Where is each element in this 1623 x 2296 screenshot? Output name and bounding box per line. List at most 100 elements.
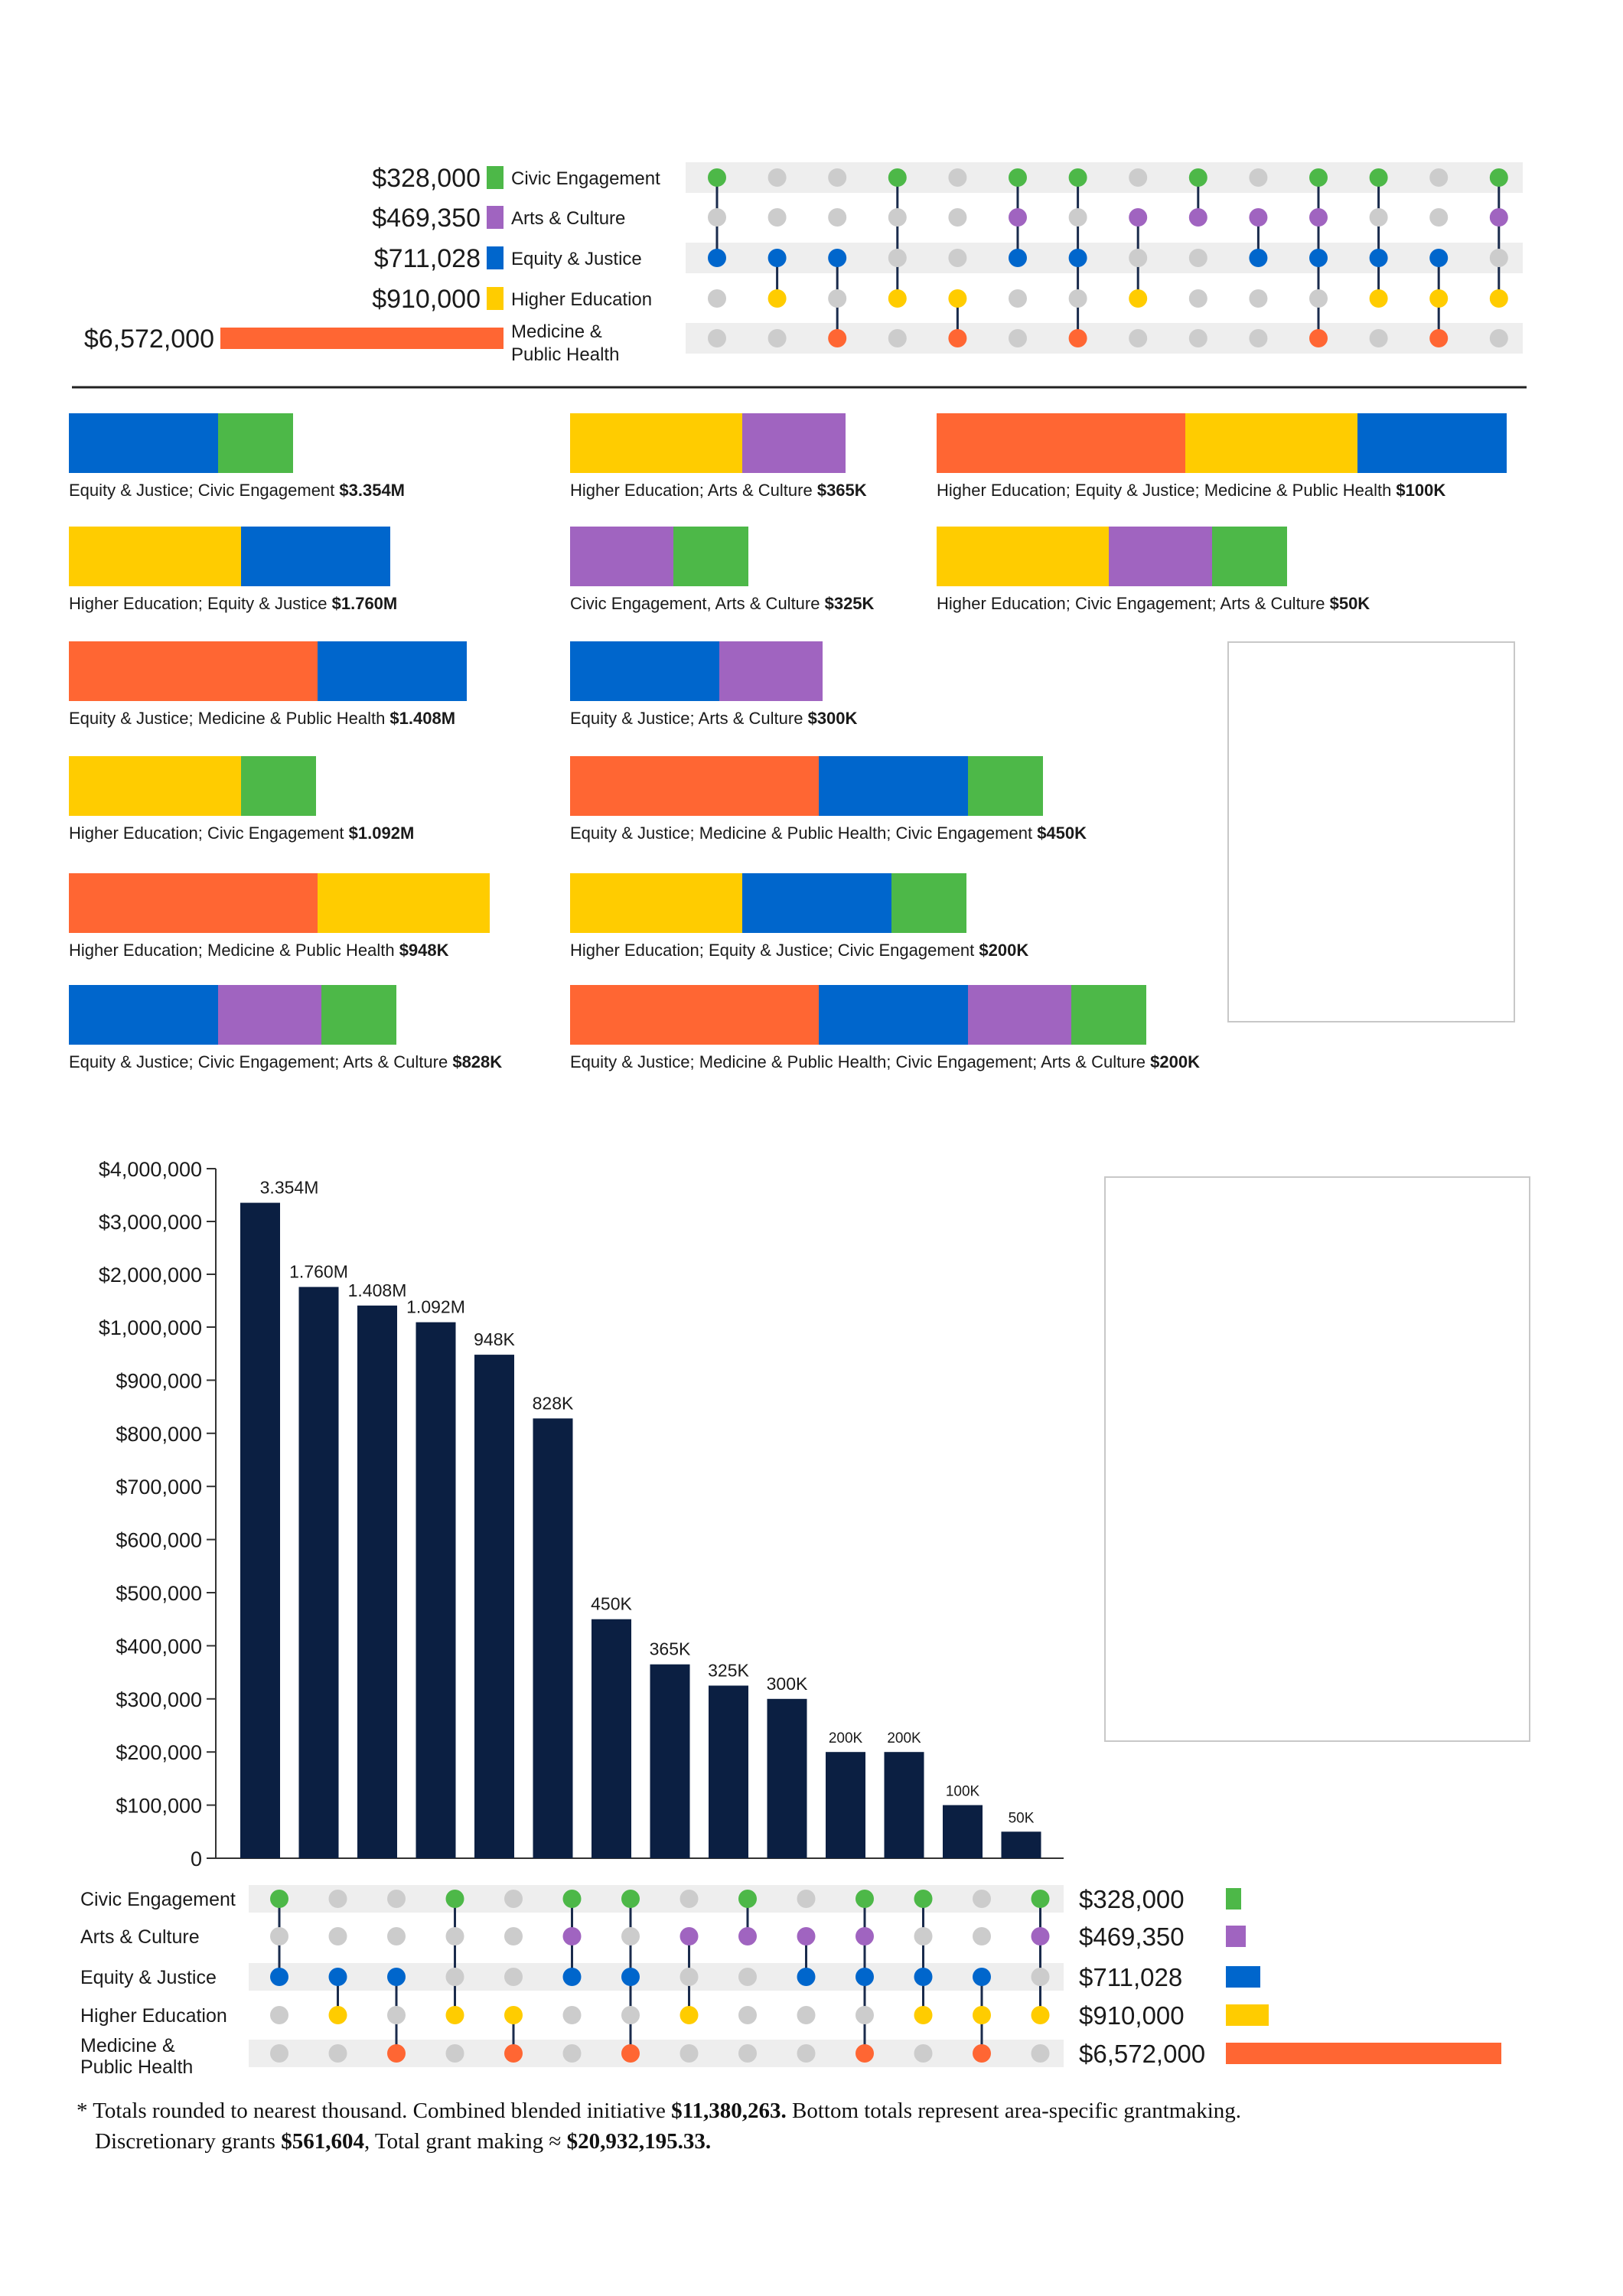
total-swatch-arts: [487, 206, 504, 229]
bottom-matrix-dot: [973, 1927, 991, 1945]
top-matrix-dot: [768, 289, 787, 308]
bottom-matrix-dot: [387, 1968, 406, 1986]
top-matrix-dot: [1188, 249, 1207, 267]
bottom-matrix-dot: [973, 2006, 991, 2024]
combo-bar-amount: $948K: [399, 941, 449, 960]
bottom-matrix-dot: [914, 1968, 933, 1986]
combo-bar-name: Equity & Justice; Arts & Culture: [570, 709, 808, 728]
bottom-area-label-civic: Civic Engagement: [80, 1889, 236, 1910]
y-tick-label: $4,000,000: [99, 1158, 202, 1181]
bottom-matrix-dot: [328, 1890, 347, 1908]
combo-bar-amount: $1.760M: [332, 594, 398, 613]
top-matrix-dot: [1129, 249, 1148, 267]
top-matrix-dot: [828, 289, 847, 308]
bottom-matrix-dot: [914, 2006, 933, 2024]
bottom-matrix-dot: [445, 1927, 464, 1945]
bottom-matrix-row-band: [249, 2040, 1064, 2067]
combo-bar-name: Higher Education; Civic Engagement: [69, 823, 349, 843]
y-tick-label: $100,000: [116, 1795, 202, 1818]
bar-data-label: 300K: [767, 1674, 808, 1694]
bottom-matrix-dot: [1031, 1927, 1050, 1945]
bottom-matrix-dot: [738, 2006, 757, 2024]
bottom-matrix-dot: [270, 2006, 288, 2024]
bottom-matrix-dot: [1031, 2044, 1050, 2063]
top-matrix-dot: [888, 168, 907, 187]
bottom-matrix-dot: [680, 1890, 699, 1908]
bottom-matrix-dot: [914, 2044, 933, 2063]
combo-bar-segment-equity: [241, 527, 390, 586]
bottom-matrix-dot: [387, 2044, 406, 2063]
bottom-matrix-dot: [973, 1890, 991, 1908]
top-matrix-dot: [1129, 329, 1148, 347]
combo-bar-segment-higher: [570, 413, 742, 473]
y-tick-label: $300,000: [116, 1688, 202, 1711]
bar-data-label: 1.760M: [289, 1262, 348, 1282]
combo-bar-label: Equity & Justice; Civic Engagement; Arts…: [69, 1052, 502, 1071]
bottom-matrix-dot: [504, 1927, 523, 1945]
bottom-matrix-dot: [797, 2044, 816, 2063]
bottom-matrix-dot: [797, 1890, 816, 1908]
bar-data-label: 1.092M: [406, 1297, 465, 1317]
area-label-arts: Arts & Culture: [511, 208, 625, 229]
top-matrix-row-band: [686, 243, 1523, 273]
chart-bar: [943, 1805, 983, 1858]
top-matrix-dot: [1429, 208, 1449, 227]
bottom-matrix-dot: [855, 2044, 874, 2063]
chart-bar: [592, 1619, 631, 1858]
combo-bar-segment-medicine: [570, 756, 819, 816]
footnote: * Totals rounded to nearest thousand. Co…: [77, 2095, 1576, 2157]
chart-bar: [298, 1287, 339, 1858]
bar-data-label: 948K: [474, 1329, 515, 1349]
top-matrix-dot: [1188, 289, 1207, 308]
area-total-civic: $328,000: [372, 164, 481, 193]
top-matrix-dot: [1369, 249, 1388, 267]
total-bar-medicine: [220, 328, 504, 349]
bottom-matrix-dot: [328, 1927, 347, 1945]
combo-bar-label: Equity & Justice; Civic Engagement $3.35…: [69, 481, 405, 500]
top-matrix-dot: [1489, 329, 1508, 347]
area-total-higher: $910,000: [372, 285, 481, 314]
bottom-matrix-dot: [445, 2044, 464, 2063]
bottom-matrix-dot: [621, 1927, 640, 1945]
total-swatch-equity: [487, 246, 504, 269]
combo-bar-name: Equity & Justice; Medicine & Public Heal…: [69, 709, 389, 728]
bottom-matrix-dot: [680, 2044, 699, 2063]
bar-data-label: 828K: [533, 1393, 574, 1413]
bottom-matrix-dot: [328, 2044, 347, 2063]
bottom-matrix-dot: [504, 2044, 523, 2063]
y-tick-label: $200,000: [116, 1741, 202, 1764]
combo-bar-amount: $1.408M: [389, 709, 455, 728]
area-total-medicine: $6,572,000: [84, 325, 214, 354]
bottom-total-bar-medicine: [1226, 2043, 1501, 2064]
chart-bar: [650, 1664, 690, 1858]
bottom-matrix-dot: [797, 1927, 816, 1945]
top-matrix-dot: [1309, 168, 1328, 187]
top-matrix-dot: [948, 249, 967, 267]
bar-data-label: 325K: [708, 1660, 749, 1680]
bottom-matrix-dot: [855, 2006, 874, 2024]
combo-bar-amount: $200K: [1150, 1052, 1200, 1071]
footnote-combined-total: $11,380,263.: [671, 2099, 787, 2123]
y-tick-label: 0: [191, 1848, 202, 1870]
top-matrix-dot: [828, 168, 847, 187]
bottom-area-total-civic: $328,000: [1079, 1885, 1185, 1913]
bottom-total-bar-civic: [1226, 1888, 1241, 1910]
combo-bar-label: Equity & Justice; Medicine & Public Heal…: [570, 1052, 1200, 1071]
bottom-matrix-dot: [562, 1927, 582, 1945]
bottom-matrix-dot: [387, 1890, 406, 1908]
footnote-discretionary: $561,604: [281, 2129, 364, 2154]
top-matrix-dot: [1429, 289, 1449, 308]
bottom-area-label-equity: Equity & Justice: [80, 1967, 217, 1988]
combo-bar-segment-arts: [968, 985, 1071, 1045]
combo-bar-segment-arts: [742, 413, 846, 473]
combo-bar-label: Higher Education; Civic Engagement; Arts…: [937, 594, 1370, 613]
combo-bar-label: Higher Education; Equity & Justice; Medi…: [937, 481, 1445, 500]
bottom-area-total-arts: $469,350: [1079, 1923, 1185, 1951]
bottom-total-bar-higher: [1226, 2004, 1269, 2026]
top-matrix-dot: [768, 329, 787, 347]
combo-bar-name: Civic Engagement, Arts & Culture: [570, 594, 825, 613]
combo-bar-label: Higher Education; Civic Engagement $1.09…: [69, 823, 414, 843]
combo-bar-amount: $100K: [1396, 481, 1445, 500]
top-matrix-dot: [888, 249, 907, 267]
